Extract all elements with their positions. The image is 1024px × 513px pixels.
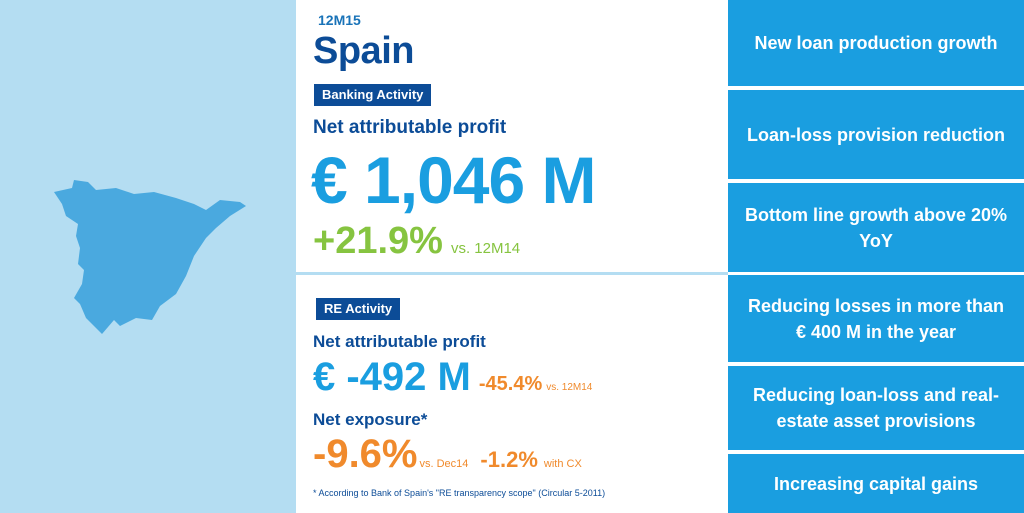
re-profit-label: Net attributable profit bbox=[313, 332, 486, 351]
banking-profit-value: € 1,046 M bbox=[311, 143, 597, 217]
re-profit: € -492 M -45.4% vs. 12M14 bbox=[313, 355, 592, 400]
country-title: Spain bbox=[313, 30, 414, 72]
map-panel bbox=[0, 0, 296, 513]
banking-growth: +21.9% vs. 12M14 bbox=[313, 220, 520, 263]
banking-growth-value: +21.9% bbox=[313, 220, 443, 262]
section-divider bbox=[296, 272, 728, 275]
highlight-new-loan-production: New loan production growth bbox=[728, 0, 1024, 86]
cx-exposure-value: -1.2% bbox=[480, 447, 538, 472]
net-exposure-label: Net exposure* bbox=[313, 410, 428, 429]
net-exposure: -9.6% vs. Dec14 -1.2% with CX bbox=[313, 432, 582, 477]
highlight-capital-gains: Increasing capital gains bbox=[728, 454, 1024, 513]
cx-exposure-label: with CX bbox=[543, 458, 582, 470]
net-exposure-comparison: vs. Dec14 bbox=[419, 458, 469, 470]
re-activity-tag: RE Activity bbox=[316, 298, 401, 320]
re-profit-change: -45.4% bbox=[478, 373, 543, 395]
period-label: 12M15 bbox=[318, 12, 361, 28]
banking-profit-label: Net attributable profit bbox=[313, 117, 507, 138]
highlight-loan-loss-provision: Loan-loss provision reduction bbox=[728, 90, 1024, 179]
highlight-reducing-losses: Reducing losses in more than € 400 M in … bbox=[728, 275, 1024, 362]
spain-map-icon bbox=[54, 180, 246, 334]
re-profit-comparison: vs. 12M14 bbox=[546, 382, 593, 393]
re-profit-value: € -492 M bbox=[313, 355, 471, 399]
banking-growth-comparison: vs. 12M14 bbox=[450, 240, 521, 257]
highlight-bottom-line-growth: Bottom line growth above 20% YoY bbox=[728, 183, 1024, 272]
footnote: * According to Bank of Spain's "RE trans… bbox=[313, 488, 606, 498]
highlight-reducing-provisions: Reducing loan-loss and real-estate asset… bbox=[728, 366, 1024, 450]
banking-activity-tag: Banking Activity bbox=[314, 84, 432, 106]
net-exposure-value: -9.6% bbox=[313, 432, 418, 476]
